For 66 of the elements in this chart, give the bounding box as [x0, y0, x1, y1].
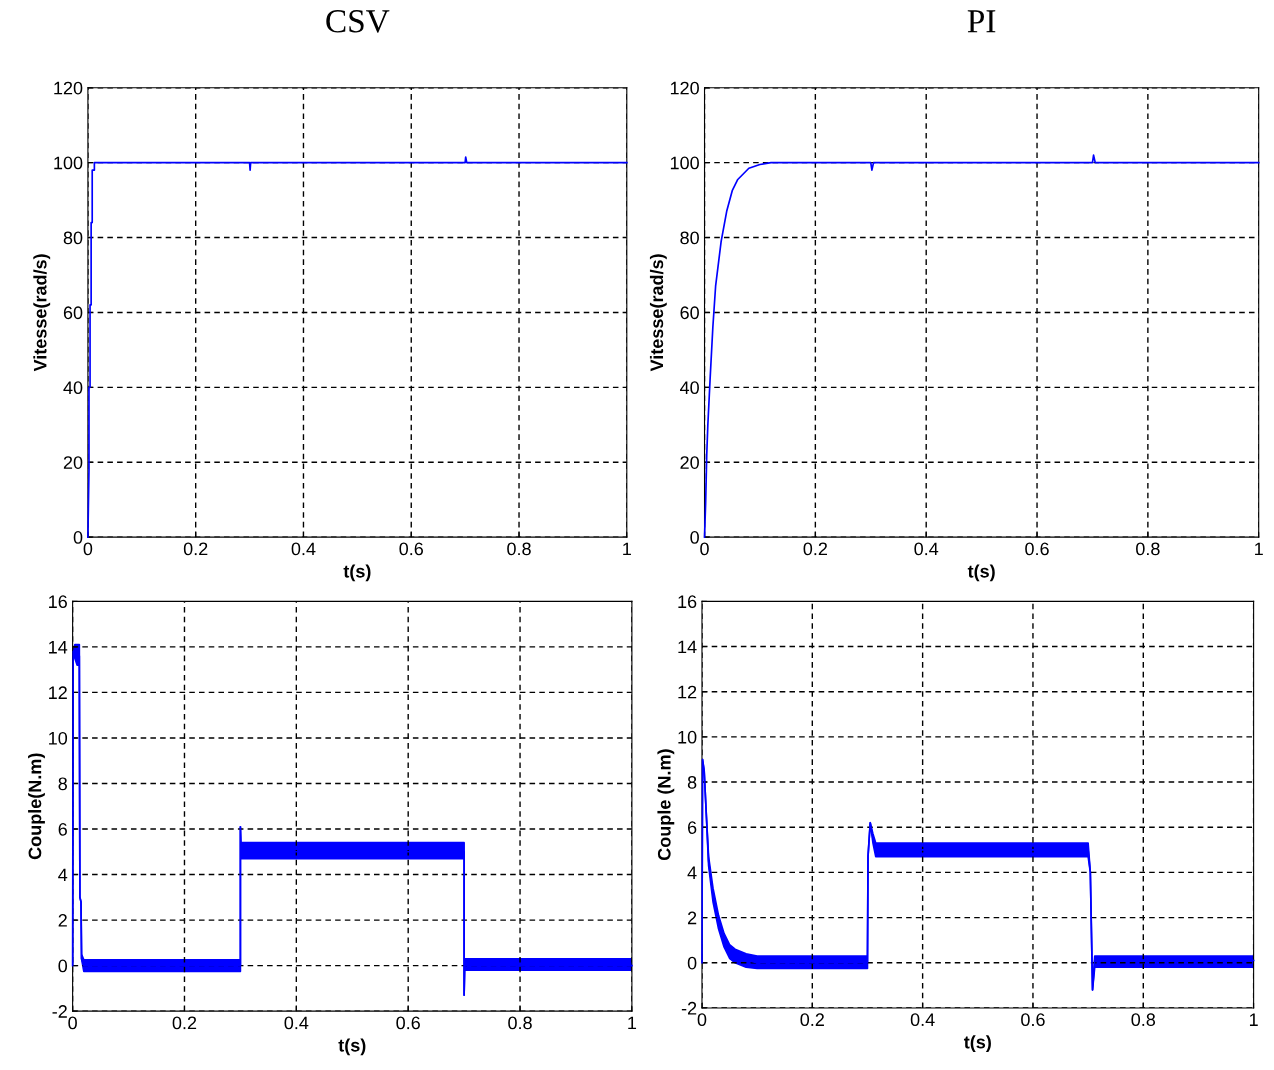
y-tick-label: 0: [690, 531, 699, 544]
y-tick-label: 0: [73, 531, 83, 544]
x-tick-label: 0.2: [172, 1016, 197, 1030]
x-tick-label: 0.2: [803, 542, 827, 556]
y-tick-label: 6: [58, 822, 67, 836]
y-tick-label: 100: [54, 156, 83, 170]
x-tick-label: 0: [700, 542, 709, 556]
chart-title: PI: [967, 10, 996, 33]
x-axis-title: t(s): [338, 1038, 366, 1056]
y-tick-label: 80: [63, 231, 83, 245]
x-tick-label: 0: [83, 542, 93, 556]
y-tick-label: -2: [681, 1001, 697, 1015]
y-tick-label: 40: [63, 381, 83, 395]
y-tick-label: 100: [670, 156, 699, 170]
y-tick-label: 4: [58, 868, 68, 882]
x-tick-label: 0.4: [284, 1016, 309, 1030]
x-tick-label: 0.4: [291, 542, 316, 556]
y-tick-label: 80: [680, 231, 699, 245]
x-tick-label: 0.2: [800, 1013, 824, 1027]
x-tick-label: 1: [623, 542, 631, 556]
y-axis-title: Couple (N.m): [657, 749, 675, 861]
y-tick-label: 4: [687, 866, 697, 879]
x-tick-label: 0.4: [914, 542, 939, 556]
y-tick-label: 10: [49, 731, 68, 745]
y-tick-label: 8: [58, 777, 67, 791]
x-tick-label: 0.6: [1021, 1013, 1045, 1027]
y-tick-label: 6: [687, 821, 697, 834]
y-tick-label: 60: [63, 306, 83, 320]
x-axis-title: t(s): [963, 1035, 991, 1053]
x-tick-label: 1: [628, 1016, 637, 1030]
y-tick-label: 0: [687, 956, 697, 970]
y-tick-label: 14: [678, 640, 697, 654]
x-tick-label: 0.6: [396, 1016, 420, 1030]
y-tick-label: 14: [49, 641, 68, 654]
x-tick-label: 0.8: [508, 1016, 532, 1030]
y-axis-title: Vitesse(rad/s): [33, 254, 51, 372]
y-tick-label: 2: [58, 914, 67, 927]
y-tick-label: 12: [678, 685, 697, 699]
x-tick-label: 0.6: [1025, 542, 1049, 556]
y-tick-label: 0: [58, 959, 68, 973]
y-tick-label: 120: [54, 81, 83, 95]
y-tick-label: 40: [679, 381, 699, 395]
y-tick-label: 12: [49, 686, 67, 699]
x-tick-label: 0.4: [910, 1013, 935, 1027]
x-tick-label: 1: [1249, 1013, 1258, 1026]
x-axis-title: t(s): [343, 564, 371, 582]
chart-title: CSV: [326, 10, 390, 33]
x-tick-label: 1: [1255, 542, 1263, 556]
x-tick-label: 0.6: [399, 542, 423, 556]
y-tick-label: 16: [49, 595, 67, 609]
y-tick-label: 2: [687, 911, 697, 925]
x-tick-label: 0.8: [507, 542, 531, 556]
y-tick-label: 10: [678, 730, 697, 744]
x-tick-label: 0.8: [1131, 1013, 1156, 1027]
y-tick-label: -2: [52, 1005, 67, 1018]
y-tick-label: 20: [680, 456, 699, 469]
y-tick-label: 8: [687, 775, 697, 789]
y-axis-title: Couple(N.m): [28, 753, 45, 860]
y-tick-label: 16: [678, 595, 697, 609]
x-tick-label: 0.2: [183, 542, 208, 556]
y-axis-title: Vitesse(rad/s): [649, 254, 667, 372]
x-axis-title: t(s): [967, 564, 995, 582]
y-tick-label: 120: [670, 81, 699, 95]
y-tick-label: 20: [63, 456, 83, 469]
y-tick-label: 60: [680, 306, 699, 320]
x-tick-label: 0.8: [1136, 542, 1160, 556]
